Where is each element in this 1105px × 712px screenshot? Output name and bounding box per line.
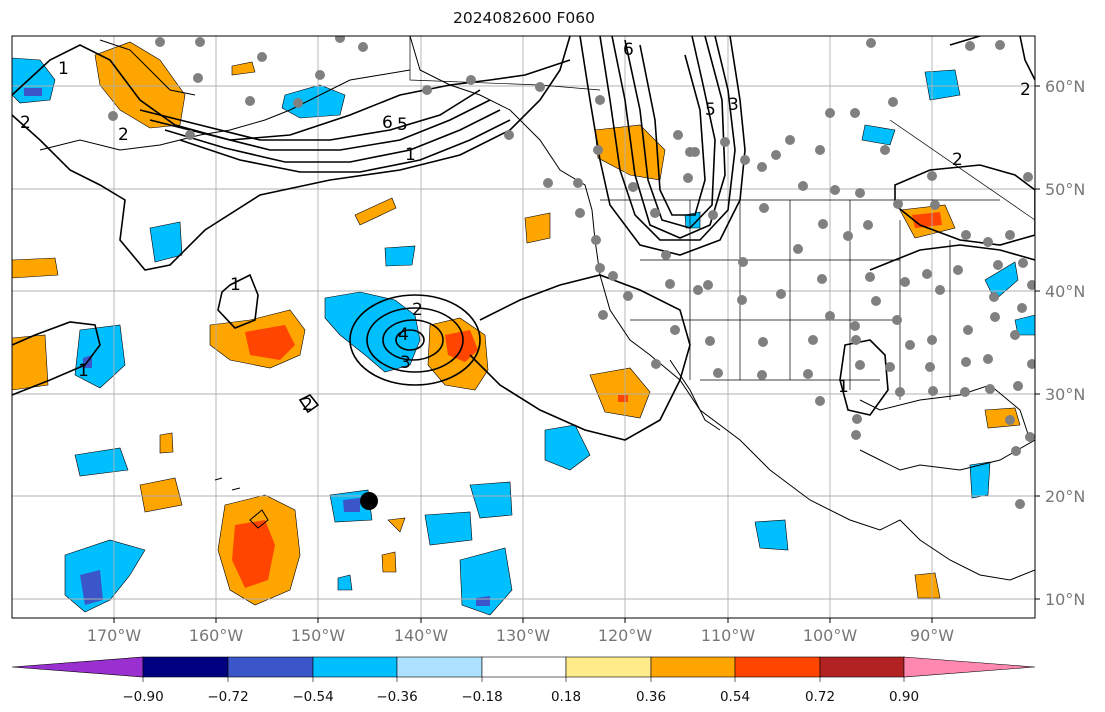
- contour-label: 2: [1020, 80, 1031, 100]
- latitude-ticks: [1035, 85, 1040, 600]
- contour-label: 5: [397, 115, 408, 135]
- colorbar-tick-label: −0.90: [122, 689, 164, 705]
- gridlines: [12, 36, 1035, 618]
- contour-label: 6: [382, 113, 393, 133]
- contour-label: 6: [623, 40, 634, 60]
- lon-label-140w: 140°W: [393, 626, 449, 645]
- lon-label-170w: 170°W: [86, 626, 142, 645]
- lat-label-60n: 60°N: [1045, 77, 1086, 96]
- lon-label-110w: 110°W: [700, 626, 756, 645]
- lon-label-160w: 160°W: [188, 626, 244, 645]
- contour-label: 1: [230, 275, 241, 295]
- colorbar-tick-label: −0.54: [292, 689, 334, 705]
- colorbar-segment: [227, 656, 314, 678]
- contour-label: 1: [58, 59, 69, 79]
- colorbar-segment: [565, 656, 652, 678]
- lat-label-40n: 40°N: [1045, 282, 1086, 301]
- station-markers: [108, 36, 1035, 509]
- lon-label-150w: 150°W: [290, 626, 346, 645]
- colorbar-segment: [650, 656, 736, 678]
- contour-label: 2: [118, 125, 129, 145]
- contour-label: 2: [412, 300, 423, 320]
- lon-label-100w: 100°W: [802, 626, 858, 645]
- contour-label: 1: [405, 145, 416, 165]
- colorbar-tick-label: 0.18: [550, 689, 582, 705]
- colorbar-segment: [481, 656, 567, 678]
- contour-label: 2: [302, 395, 313, 415]
- colorbar-tick-label: 0.90: [888, 689, 920, 705]
- colorbar-segment: [142, 656, 229, 678]
- colorbar-segment: [903, 656, 1036, 678]
- lat-label-50n: 50°N: [1045, 180, 1086, 199]
- colorbar-tick-label: −0.18: [461, 689, 503, 705]
- contour-label: 2: [20, 113, 31, 133]
- lon-label-130w: 130°W: [495, 626, 551, 645]
- lon-label-90w: 90°W: [909, 626, 955, 645]
- contour-lines: [12, 36, 1035, 441]
- longitude-ticks: [113, 618, 933, 623]
- lon-label-120w: 120°W: [597, 626, 653, 645]
- contour-label: 3: [400, 353, 411, 373]
- colorbar-tick-label: −0.72: [207, 689, 249, 705]
- contour-labels: 1 2 2 6 5 1 6 5 3 2 4 3 1 1 2 1 2 2: [20, 40, 1031, 415]
- contour-label: 4: [398, 325, 409, 345]
- colorbar-segment: [819, 656, 905, 678]
- colorbar-tick-label: 0.36: [635, 689, 667, 705]
- colorbar-tick-label: 0.72: [804, 689, 836, 705]
- contour-label: 3: [728, 95, 739, 115]
- contour-label: 2: [952, 150, 963, 170]
- lat-label-10n: 10°N: [1045, 590, 1086, 609]
- lat-label-30n: 30°N: [1045, 385, 1086, 404]
- lat-label-20n: 20°N: [1045, 487, 1086, 506]
- shaded-anomaly-fields: [12, 41, 1035, 616]
- colorbar-segment: [312, 656, 398, 678]
- colorbar: [11, 656, 1036, 682]
- colorbar-segment: [11, 656, 144, 678]
- colorbar-segment: [734, 656, 821, 678]
- contour-label: 1: [838, 377, 849, 397]
- colorbar-tick-label: 0.54: [719, 689, 751, 705]
- map-title: 2024082600 F060: [452, 9, 596, 27]
- contour-label: 5: [705, 100, 716, 120]
- political-borders: [409, 36, 1035, 400]
- contour-label: 1: [78, 361, 89, 381]
- colorbar-segment: [396, 656, 483, 678]
- storm-center-marker: [360, 492, 378, 510]
- colorbar-tick-label: −0.36: [376, 689, 418, 705]
